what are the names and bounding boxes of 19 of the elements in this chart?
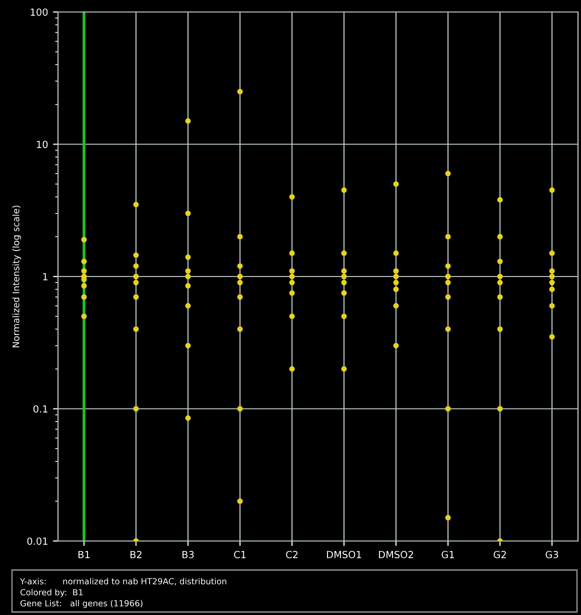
- text: Gene List: all genes (11966): [20, 600, 142, 608]
- x-tick-label: DMSO2: [379, 550, 413, 558]
- x-tick-label: C2: [286, 550, 298, 558]
- x-tick-label: G1: [442, 550, 454, 558]
- y-tick-label: 10: [36, 140, 48, 148]
- x-tick-label: DMSO1: [327, 550, 362, 558]
- x-tick-label: B2: [130, 550, 142, 558]
- y-tick-label: 0.1: [33, 405, 48, 413]
- text: Y-axis: normalized to nab HT29AC, distribution: [20, 578, 226, 586]
- y-tick-label: 1: [43, 273, 48, 280]
- x-tick-label: G2: [494, 550, 506, 558]
- y-tick-label: 100: [30, 8, 48, 16]
- y-tick-label: 0.01: [27, 537, 48, 545]
- x-tick-label: C1: [234, 550, 246, 558]
- x-tick-label: G3: [546, 550, 558, 558]
- text: Colored by: B1: [20, 588, 83, 598]
- y-axis-title: Normalized Intensity (log scale): [12, 206, 22, 348]
- x-tick-label: B1: [78, 551, 90, 558]
- x-tick-label: B3: [182, 550, 194, 558]
